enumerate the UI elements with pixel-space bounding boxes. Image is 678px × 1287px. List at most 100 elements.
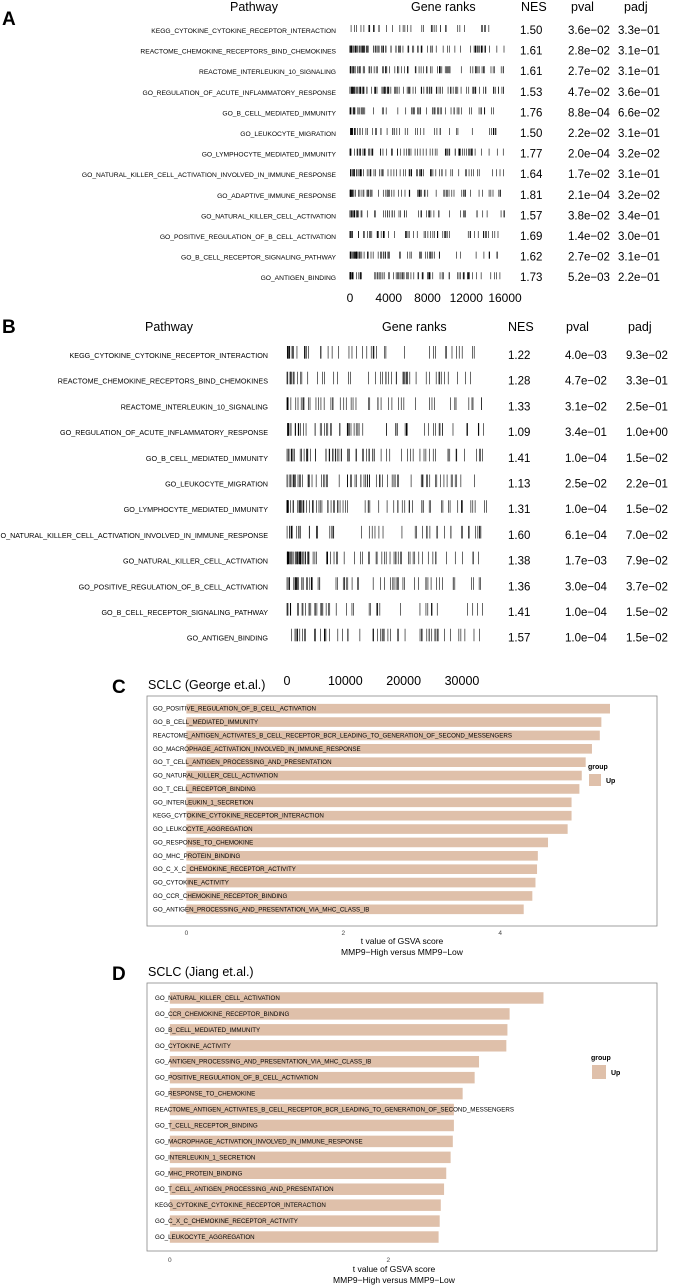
- gsea-padj-value: 3.1e−01: [618, 128, 660, 140]
- gsea-rank-ticks: [350, 25, 490, 32]
- gsva-bar: [169, 1135, 453, 1148]
- gsea-x-tick-label: 12000: [450, 291, 484, 305]
- gsva-bar: [186, 784, 580, 794]
- gsea-nes-value: 1.53: [520, 87, 542, 99]
- d-legend-label: Up: [611, 1070, 620, 1077]
- gsea-x-tick-label: 10000: [328, 674, 363, 688]
- gsea-nes-value: 1.61: [520, 46, 542, 58]
- gsea-padj-value: 1.5e−02: [626, 504, 668, 516]
- panel-d-chart: GO_NATURAL_KILLER_CELL_ACTIVATION GO_CCR_…: [155, 992, 544, 1264]
- gsea-padj-value: 3.7e−02: [626, 581, 668, 593]
- gsea-rank-ticks: [349, 86, 504, 94]
- gsea-pval-value: 3.6e−02: [568, 25, 610, 37]
- gsea-nes-value: 1.13: [508, 479, 530, 491]
- gsea-pval-value: 4.7e−02: [565, 376, 607, 388]
- gsea-padj-value: 1.5e−02: [626, 607, 668, 619]
- b-header-pathway: Pathway: [145, 320, 194, 334]
- gsva-bar: [186, 717, 602, 727]
- gsea-row: GO_ANTIGEN_BINDING 1.73 5.2e−03 2.2e−01: [261, 272, 660, 284]
- gsea-rank-ticks: [350, 128, 497, 135]
- gsea-nes-value: 1.69: [520, 231, 542, 243]
- gsea-pathway-label: GO_LEUKOCYTE_MIGRATION: [165, 480, 268, 489]
- gsea-x-tick-label: 8000: [414, 291, 441, 305]
- gsea-nes-value: 1.62: [520, 252, 542, 264]
- gsea-pval-value: 2.2e−02: [568, 128, 610, 140]
- gsea-row: REACTOME_INTERLEUKIN_10_SIGNALING 1.33 3.1…: [121, 397, 668, 413]
- gsea-pval-value: 2.5e−02: [565, 479, 607, 491]
- gsea-pathway-label: REACTOME_INTERLEUKIN_10_SIGNALING: [199, 69, 336, 76]
- panel-letter-c: C: [112, 677, 126, 698]
- gsea-pathway-label: KEGG_CYTOKINE_CYTOKINE_RECEPTOR_INTERACT…: [151, 28, 336, 35]
- gsea-nes-value: 1.73: [520, 272, 542, 284]
- gsea-row: GO_LEUKOCYTE_MIGRATION 1.50 2.2e−02 3.1e−01: [240, 128, 660, 140]
- gsea-padj-value: 3.1e−01: [618, 252, 660, 264]
- gsea-pathway-label: GO_LYMPHOCYTE_MEDIATED_IMMUNITY: [202, 152, 337, 159]
- gsea-nes-value: 1.61: [520, 66, 542, 78]
- gsea-row: GO_POSITIVE_REGULATION_OF_B_CELL_ACTIVAT…: [79, 577, 668, 593]
- gsva-x-tick-label: 4: [498, 930, 502, 937]
- a-header-nes: NES: [521, 0, 547, 14]
- gsea-pval-value: 8.8e−04: [568, 107, 610, 119]
- gsea-x-tick-label: 20000: [386, 674, 421, 688]
- gsea-rank-ticks: [286, 577, 481, 590]
- gsea-row: GO_NATURAL_KILLER_CELL_ACTIVATION 1.38 1.7…: [123, 551, 668, 568]
- gsea-row: GO_B_CELL_RECEPTOR_SIGNALING_PATHWAY 1.62…: [181, 251, 660, 264]
- gsea-row: KEGG_CYTOKINE_CYTOKINE_RECEPTOR_INTERACT…: [69, 346, 668, 362]
- gsea-nes-value: 1.60: [508, 530, 530, 542]
- gsea-pathway-label: GO_B_CELL_MEDIATED_IMMUNITY: [146, 454, 268, 463]
- gsea-pathway-label: GO_REGULATION_OF_ACUTE_INFLAMMATORY_RESP…: [143, 90, 337, 97]
- gsea-row: GO_B_CELL_RECEPTOR_SIGNALING_PATHWAY 1.41…: [101, 603, 668, 619]
- gsva-bar: [186, 770, 582, 781]
- gsva-bar-label: GO_MHC_PROTEIN_BINDING: [155, 1170, 243, 1177]
- gsea-pathway-label: GO_LYMPHOCYTE_MEDIATED_IMMUNITY: [124, 505, 269, 514]
- gsva-bar-label: GO_RESPONSE_TO_CHEMOKINE: [155, 1091, 255, 1098]
- gsea-padj-value: 3.1e−01: [618, 169, 660, 181]
- panel-b-rows: KEGG_CYTOKINE_CYTOKINE_RECEPTOR_INTERACT…: [0, 346, 668, 645]
- gsva-x-tick-label: 0: [185, 930, 189, 937]
- d-legend-title: group: [591, 1055, 611, 1062]
- gsea-row: REACTOME_CHEMOKINE_RECEPTORS_BIND_CHEMOK…: [140, 45, 660, 58]
- gsea-nes-value: 1.77: [520, 149, 542, 161]
- gsea-pval-value: 1.0e−04: [565, 607, 607, 619]
- gsea-pval-value: 2.7e−02: [568, 66, 610, 78]
- gsea-pval-value: 3.8e−02: [568, 210, 610, 222]
- gsva-x-tick-label: 0: [168, 1257, 172, 1264]
- gsva-bar: [169, 1151, 451, 1164]
- gsea-rank-ticks: [286, 448, 483, 462]
- gsea-x-tick-label: 0: [284, 674, 291, 688]
- gsea-pval-value: 4.0e−03: [565, 350, 607, 362]
- c-legend-key: [589, 774, 601, 786]
- gsea-pathway-label: GO_POSITIVE_REGULATION_OF_B_CELL_ACTIVAT…: [79, 582, 268, 591]
- gsva-bar-label: GO_MACROPHAGE_ACTIVATION_INVOLVED_IN_IMM…: [153, 746, 361, 753]
- gsea-padj-value: 2.5e−01: [626, 401, 668, 413]
- gsea-pathway-label: REACTOME_INTERLEUKIN_10_SIGNALING: [121, 402, 269, 411]
- gsea-padj-value: 3.0e−01: [618, 231, 660, 243]
- gsea-pval-value: 1.0e−04: [565, 633, 607, 645]
- gsea-pathway-label: GO_LEUKOCYTE_MIGRATION: [240, 131, 336, 138]
- panel-b-axis: 0 10000 20000 30000: [284, 674, 480, 688]
- gsva-bar: [186, 864, 538, 875]
- a-header-pathway: Pathway: [230, 0, 279, 14]
- gsva-bar-label: GO_CYTOKINE_ACTIVITY: [155, 1043, 231, 1050]
- gsea-pathway-label: GO_B_CELL_RECEPTOR_SIGNALING_PATHWAY: [101, 608, 268, 617]
- gsva-bar: [169, 1008, 510, 1020]
- gsea-row: GO_B_CELL_MEDIATED_IMMUNITY 1.76 8.8e−04 6.…: [222, 107, 660, 119]
- a-header-gene-ranks: Gene ranks: [411, 0, 476, 14]
- gsva-bar-label: GO_B_CELL_MEDIATED_IMMUNITY: [155, 1027, 260, 1034]
- gsva-bar-label: GO_INTERLEUKIN_1_SECRETION: [153, 799, 253, 806]
- gsea-padj-value: 2.2e−01: [618, 272, 660, 284]
- gsva-bar: [169, 1040, 507, 1052]
- gsea-pathway-label: REACTOME_CHEMOKINE_RECEPTORS_BIND_CHEMOK…: [58, 377, 268, 386]
- gsva-bar-label: GO_T_CELL_ANTIGEN_PROCESSING_AND_PRESENT…: [155, 1186, 334, 1193]
- gsea-rank-ticks: [349, 251, 498, 259]
- gsva-bar: [186, 743, 592, 754]
- gsea-rank-ticks: [286, 371, 471, 385]
- gsea-padj-value: 7.0e−02: [626, 530, 668, 542]
- gsva-bar-label: GO_CYTOKINE_ACTIVITY: [153, 880, 229, 887]
- gsea-row: GO_REGULATION_OF_ACUTE_INFLAMMATORY_RESP…: [143, 86, 660, 99]
- c-legend-title: group: [588, 764, 608, 771]
- gsea-x-tick-label: 30000: [445, 674, 480, 688]
- gsva-bar-label: REACTOME_ANTIGEN_ACTIVATES_B_CELL_RECEPT…: [155, 1107, 514, 1114]
- c-title: SCLC (George et.al.): [148, 678, 265, 692]
